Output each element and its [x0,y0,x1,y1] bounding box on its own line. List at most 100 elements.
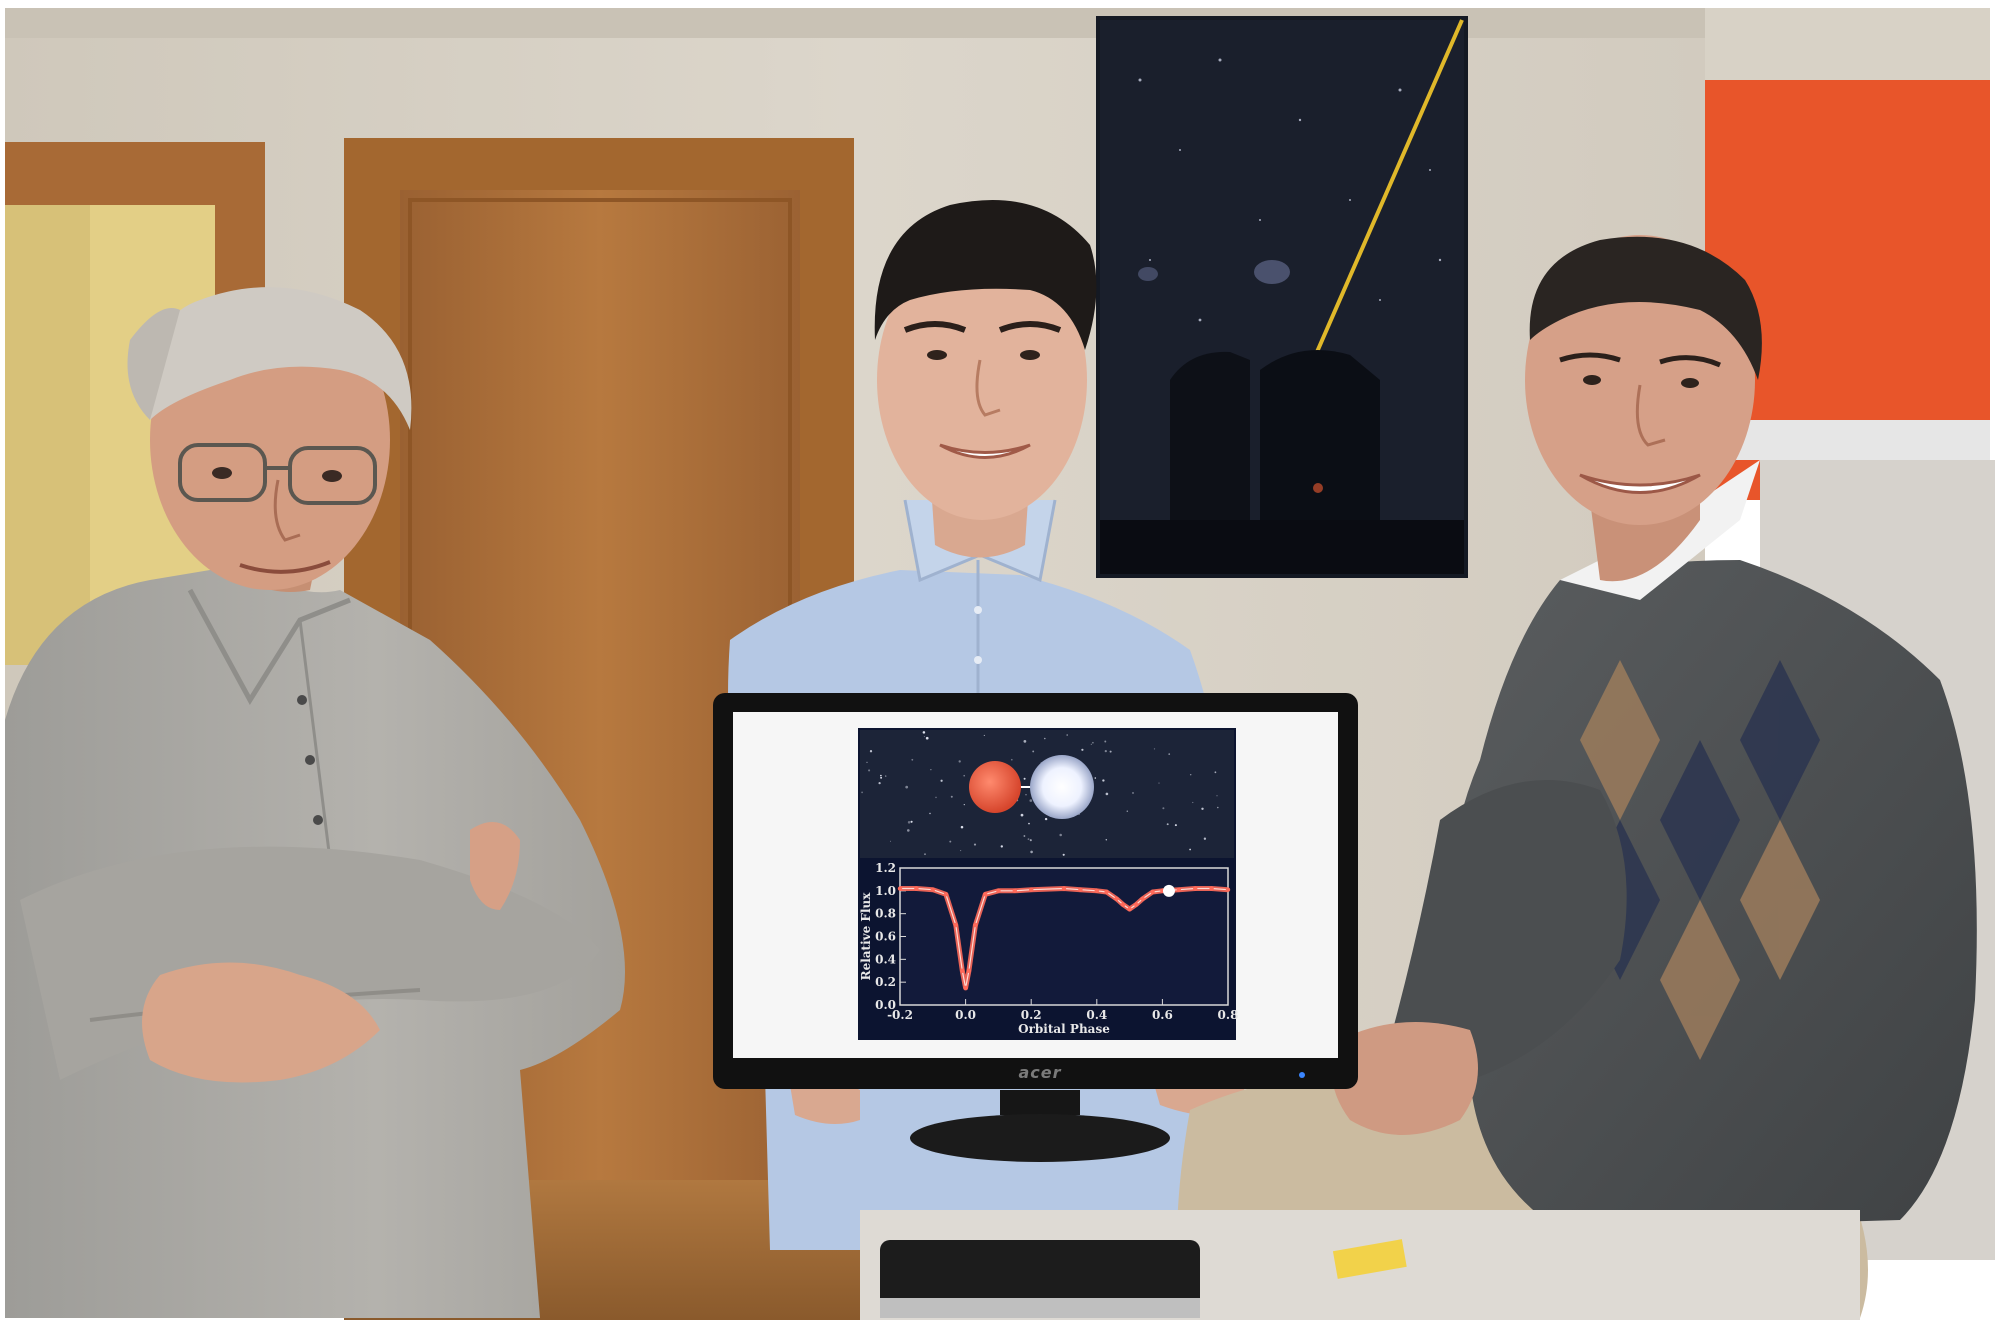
background-star [983,734,985,736]
data-point [1029,887,1034,892]
background-star [1081,748,1084,751]
background-star [1166,823,1169,826]
data-point [960,968,965,973]
background-star [1030,850,1033,854]
background-star [960,825,964,829]
data-point [966,968,972,973]
background-star [1105,839,1108,841]
background-star [1092,741,1094,744]
background-star [1168,753,1171,755]
data-point [983,892,988,897]
background-star [1028,822,1030,825]
background-star [940,779,943,782]
telescope-laser-poster [1096,16,1468,578]
background-star [929,812,931,815]
data-point [1127,906,1132,912]
background-star [1000,845,1003,848]
binary-star-figure: -0.2 0.0 0.2 0.4 0.6 0.80.00.20.40.60.81.01.2… [858,728,1238,1040]
background-star [1216,795,1218,797]
data-point [953,922,958,928]
background-star [1153,748,1156,750]
x-tick-label: 0.4 [1086,1008,1107,1022]
y-tick-label: 1.2 [875,861,896,875]
y-tick-label: 0.8 [875,907,896,921]
data-point [1225,887,1231,892]
red-star [969,761,1021,813]
x-tick-label: 0.8 [1218,1008,1239,1022]
light-curve-model [900,887,1229,989]
background-star [949,840,952,843]
background-star [869,750,873,753]
background-star [1029,839,1032,842]
background-star [878,781,881,785]
background-star [1094,777,1097,779]
data-point [1078,887,1083,892]
data-point [1209,886,1214,891]
background-star [1203,837,1207,840]
y-tick-label: 1.0 [875,884,896,898]
background-star [1132,792,1134,794]
background-star [884,775,887,777]
background-star [905,785,909,789]
background-star [963,803,965,806]
background-star [1214,771,1217,774]
background-star [911,758,914,761]
background-star [868,769,871,772]
data-point [943,892,949,897]
background-star [880,776,883,779]
background-star [1109,750,1112,753]
data-point [1120,902,1126,907]
background-star [1162,807,1165,810]
data-point [1061,886,1067,891]
background-star [924,853,926,856]
background-star [1104,740,1107,743]
background-star [1027,838,1030,840]
background-star [1217,806,1219,809]
background-star [1020,813,1024,817]
data-point [1114,896,1119,902]
data-point [1133,902,1139,907]
background-star [889,840,892,842]
background-star [1023,740,1027,743]
data-point [1193,886,1198,891]
background-star [1189,773,1192,776]
x-tick-label: -0.2 [887,1008,913,1022]
background-star [963,774,965,777]
background-star [1062,853,1065,856]
background-star [1025,794,1027,796]
background-star [866,761,868,764]
background-star [906,829,910,832]
background-star [1158,782,1160,784]
x-tick-label: 0.2 [1021,1008,1042,1022]
background-star [1201,807,1204,811]
background-star [1126,810,1129,813]
x-tick-label: 0.0 [955,1008,976,1022]
background-star [1023,835,1026,837]
background-star [1044,737,1046,740]
background-star [1059,833,1062,837]
background-star [907,821,911,824]
x-axis-label: Orbital Phase [1018,1022,1110,1036]
background-star [1090,743,1092,745]
background-star [950,795,953,798]
background-star [923,736,925,738]
data-point [963,985,968,991]
phase-marker [1162,884,1175,897]
data-point [897,886,903,891]
data-point [1176,887,1182,892]
background-star [1102,779,1105,782]
background-star [910,820,913,823]
background-star [925,736,929,740]
background-star [958,760,961,763]
man-left-grey-polo [5,287,625,1318]
background-star [973,843,977,846]
background-star [1174,824,1177,827]
background-star [1010,758,1013,761]
background-star [1192,801,1194,804]
background-star [1044,817,1048,821]
background-star [1032,750,1035,753]
data-point [914,886,919,891]
desk-device [860,1210,1860,1320]
data-point [996,888,1001,894]
